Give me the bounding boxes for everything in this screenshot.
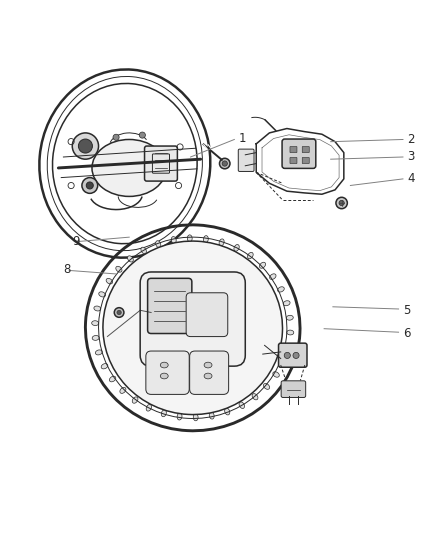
Ellipse shape (141, 247, 146, 254)
Ellipse shape (219, 239, 224, 246)
Ellipse shape (99, 292, 106, 297)
FancyBboxPatch shape (290, 157, 297, 164)
FancyBboxPatch shape (186, 293, 228, 336)
Text: 2: 2 (407, 133, 415, 146)
Ellipse shape (239, 402, 244, 408)
Ellipse shape (252, 394, 258, 400)
Ellipse shape (116, 266, 122, 272)
Circle shape (339, 200, 344, 206)
Circle shape (284, 352, 290, 359)
Ellipse shape (120, 387, 126, 393)
Ellipse shape (234, 245, 239, 251)
Ellipse shape (285, 345, 292, 350)
Text: 4: 4 (407, 172, 415, 185)
Circle shape (222, 161, 227, 166)
Ellipse shape (92, 321, 99, 326)
Ellipse shape (278, 287, 284, 292)
FancyBboxPatch shape (302, 147, 309, 152)
Text: 5: 5 (403, 304, 410, 317)
Ellipse shape (193, 414, 198, 421)
Ellipse shape (155, 241, 161, 247)
Text: 1: 1 (239, 132, 246, 145)
FancyBboxPatch shape (146, 351, 189, 394)
Ellipse shape (110, 376, 116, 382)
Ellipse shape (203, 236, 208, 243)
Ellipse shape (187, 235, 192, 242)
Ellipse shape (260, 262, 265, 268)
Circle shape (336, 197, 347, 209)
FancyBboxPatch shape (290, 147, 297, 152)
Circle shape (72, 133, 99, 159)
FancyBboxPatch shape (145, 146, 177, 181)
FancyBboxPatch shape (282, 139, 316, 168)
Ellipse shape (270, 274, 276, 279)
Ellipse shape (161, 410, 166, 417)
Ellipse shape (106, 278, 113, 284)
Ellipse shape (204, 373, 212, 379)
Ellipse shape (127, 256, 133, 262)
Ellipse shape (209, 412, 214, 419)
FancyBboxPatch shape (279, 343, 307, 367)
Circle shape (117, 310, 121, 314)
Ellipse shape (171, 237, 176, 244)
Text: 8: 8 (64, 263, 71, 276)
Circle shape (293, 352, 299, 359)
Ellipse shape (101, 364, 108, 369)
FancyBboxPatch shape (238, 149, 254, 172)
Ellipse shape (146, 405, 152, 411)
Ellipse shape (247, 253, 253, 259)
Ellipse shape (286, 316, 293, 320)
Circle shape (219, 158, 230, 169)
Circle shape (139, 132, 145, 138)
Ellipse shape (92, 140, 166, 197)
Circle shape (113, 134, 119, 140)
Ellipse shape (103, 241, 283, 415)
Text: 9: 9 (72, 235, 80, 248)
Ellipse shape (95, 350, 102, 355)
FancyBboxPatch shape (140, 272, 245, 366)
Ellipse shape (264, 383, 270, 389)
Circle shape (78, 139, 92, 153)
Ellipse shape (94, 306, 101, 311)
Ellipse shape (132, 397, 138, 403)
Ellipse shape (160, 362, 168, 368)
Ellipse shape (160, 373, 168, 379)
Text: 6: 6 (403, 327, 410, 340)
Ellipse shape (225, 408, 230, 415)
Ellipse shape (273, 372, 279, 377)
Text: 3: 3 (407, 150, 415, 164)
Ellipse shape (280, 359, 287, 364)
FancyBboxPatch shape (148, 278, 192, 334)
Ellipse shape (204, 362, 212, 368)
Ellipse shape (287, 330, 294, 335)
FancyBboxPatch shape (281, 381, 306, 398)
Circle shape (86, 182, 93, 189)
Ellipse shape (177, 413, 182, 420)
Circle shape (114, 308, 124, 317)
FancyBboxPatch shape (190, 351, 229, 394)
FancyBboxPatch shape (302, 157, 309, 164)
Ellipse shape (92, 335, 99, 341)
Circle shape (82, 177, 98, 193)
Ellipse shape (283, 301, 290, 306)
